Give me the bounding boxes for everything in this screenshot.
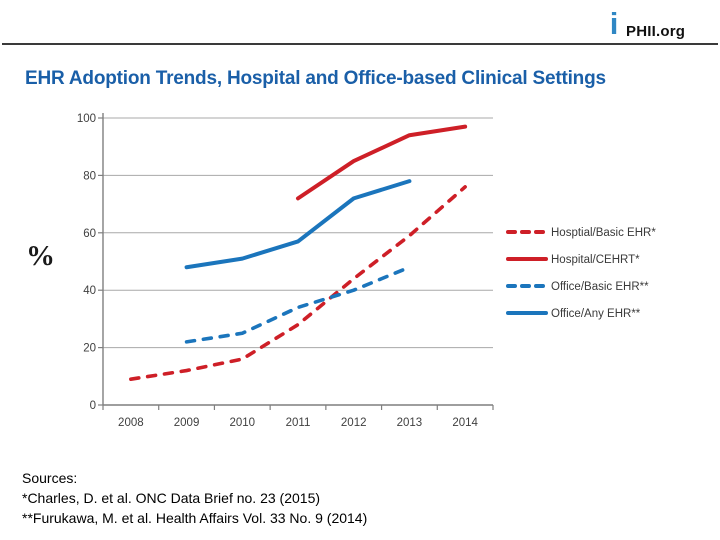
ehr-adoption-line-chart: 0 20 40 60 80 100 2008 2009 2010 2011 2012 2013 2014… bbox=[77, 113, 656, 429]
series-line-1 bbox=[296, 124, 468, 201]
x-tick-label-2014: 2014 bbox=[452, 417, 478, 429]
sources-heading: Sources: bbox=[22, 470, 78, 486]
legend-label-1: Hospital/CEHRT* bbox=[551, 254, 640, 266]
series-line-3 bbox=[184, 179, 412, 270]
y-axis-unit-label: % bbox=[26, 240, 55, 272]
phii-logo-text: PHII.org bbox=[626, 23, 686, 40]
x-tick-label-2011: 2011 bbox=[286, 417, 311, 429]
x-tick-label-2008: 2008 bbox=[118, 417, 144, 429]
source-line-charles: *Charles, D. et al. ONC Data Brief no. 2… bbox=[22, 490, 321, 506]
y-tick-label: 100 bbox=[77, 113, 96, 125]
x-tick-label-2013: 2013 bbox=[397, 417, 423, 429]
source-line-furukawa: **Furukawa, M. et al. Health Affairs Vol… bbox=[22, 510, 368, 526]
y-tick-label: 80 bbox=[83, 170, 96, 182]
series-line-2 bbox=[184, 265, 412, 344]
y-tick-label: 60 bbox=[83, 228, 96, 240]
legend-label-0: Hosptial/Basic EHR* bbox=[551, 227, 656, 239]
x-tick-label-2010: 2010 bbox=[229, 417, 255, 429]
phii-logo-icon: i bbox=[609, 6, 619, 41]
x-tick-label-2012: 2012 bbox=[341, 417, 367, 429]
series-line-0 bbox=[129, 185, 467, 381]
sources-block: Sources: *Charles, D. et al. ONC Data Br… bbox=[22, 468, 582, 528]
legend-label-3: Office/Any EHR** bbox=[551, 308, 641, 320]
y-tick-label: 0 bbox=[90, 400, 96, 412]
y-tick-label: 20 bbox=[83, 343, 96, 355]
y-tick-label: 40 bbox=[83, 285, 96, 297]
legend-label-2: Office/Basic EHR** bbox=[551, 281, 649, 293]
header-divider bbox=[2, 43, 718, 45]
x-tick-label-2009: 2009 bbox=[174, 417, 200, 429]
slide-title: EHR Adoption Trends, Hospital and Office… bbox=[25, 68, 606, 89]
